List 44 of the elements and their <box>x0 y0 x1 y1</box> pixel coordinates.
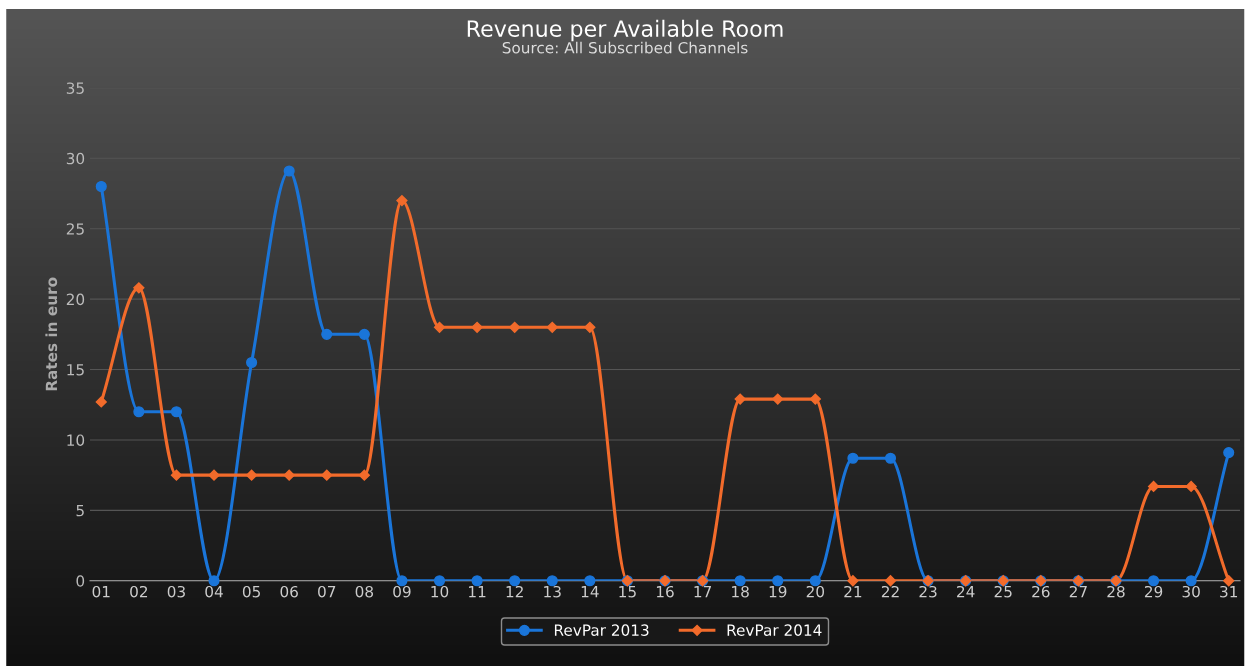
x-tick-label: 20 <box>806 585 825 598</box>
x-tick-label: 31 <box>1220 585 1238 598</box>
y-tick-label: 30 <box>66 152 85 165</box>
x-tick-label: 18 <box>732 585 749 598</box>
x-tick-label: 28 <box>1107 585 1125 598</box>
y-tick-label: 20 <box>66 293 85 306</box>
x-tick-label: 26 <box>1032 585 1050 598</box>
x-tick-label: 08 <box>355 585 374 598</box>
y-tick-label: 0 <box>76 575 85 587</box>
y-tick-label: 5 <box>76 505 84 517</box>
y-tick-label: 15 <box>67 364 84 376</box>
legend-label: RevPar 2014 <box>727 624 822 636</box>
x-tick-label: 23 <box>919 585 937 598</box>
y-axis-title: Rates in euro <box>45 277 58 391</box>
y-tick-label: 25 <box>66 223 84 235</box>
x-tick-label: 15 <box>619 586 636 598</box>
chart-subtitle: Source: All Subscribed Channels <box>502 41 748 54</box>
x-tick-label: 04 <box>205 585 223 598</box>
x-tick-label: 09 <box>393 585 411 598</box>
x-tick-label: 29 <box>1144 585 1163 598</box>
x-tick-label: 06 <box>280 585 298 598</box>
x-tick-label: 30 <box>1182 585 1200 598</box>
x-tick-label: 14 <box>581 586 599 598</box>
chart-title: Revenue per Available Room <box>467 19 783 42</box>
x-tick-label: 11 <box>469 586 486 598</box>
x-tick-label: 22 <box>881 585 899 598</box>
x-tick-label: 03 <box>167 585 185 598</box>
x-tick-label: 01 <box>92 585 110 598</box>
x-tick-label: 10 <box>431 585 449 598</box>
x-tick-label: 21 <box>844 585 862 598</box>
x-tick-label: 17 <box>694 586 711 598</box>
y-tick-label: 10 <box>67 434 85 446</box>
x-tick-label: 19 <box>769 585 787 598</box>
x-tick-label: 13 <box>544 585 561 598</box>
x-tick-label: 16 <box>656 585 674 598</box>
x-tick-label: 24 <box>957 585 975 598</box>
x-tick-label: 27 <box>1069 585 1087 598</box>
x-tick-label: 07 <box>318 585 336 598</box>
x-tick-label: 02 <box>130 585 148 598</box>
x-tick-label: 25 <box>994 585 1012 598</box>
y-tick-label: 35 <box>66 82 84 94</box>
x-tick-label: 12 <box>506 585 523 598</box>
legend-label: RevPar 2013 <box>554 624 649 636</box>
x-tick-label: 05 <box>242 585 260 598</box>
